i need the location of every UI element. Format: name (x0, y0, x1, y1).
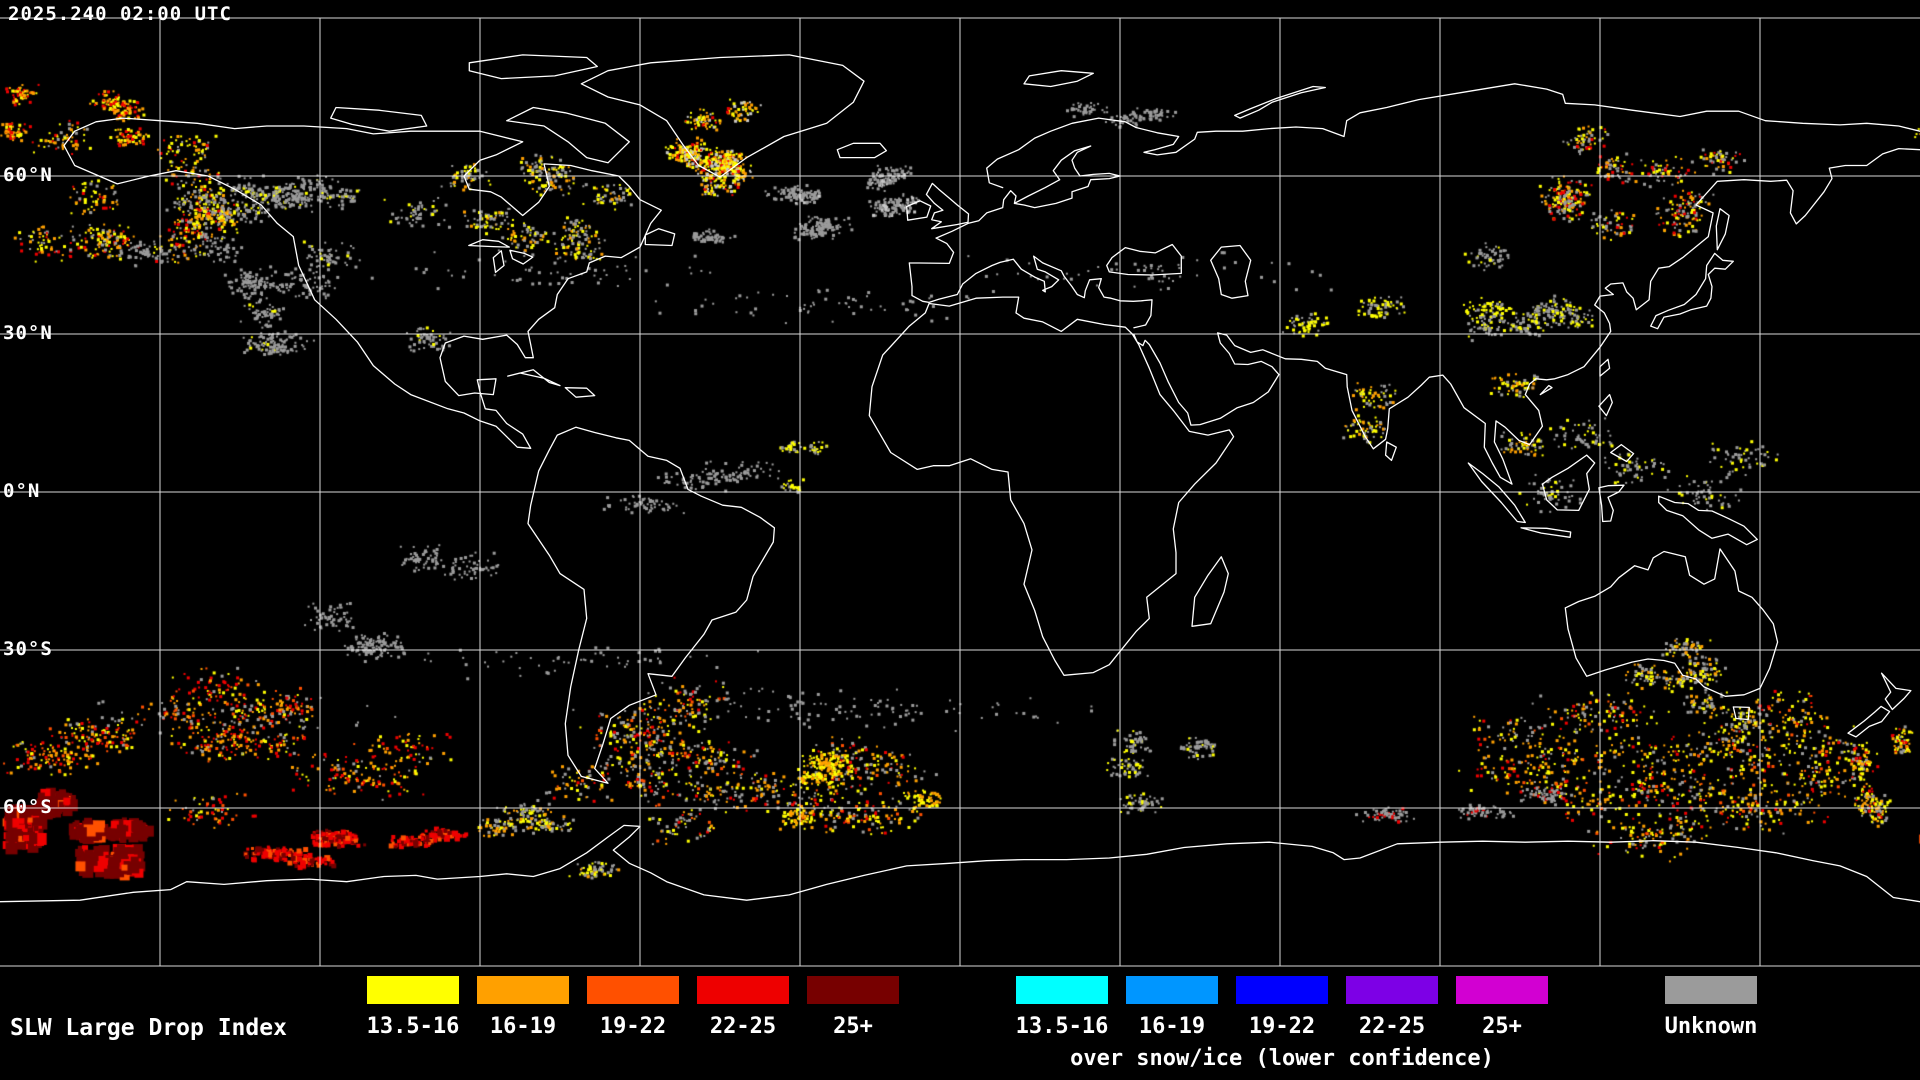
legend-range-warm-5: 25+ (833, 1014, 873, 1039)
legend-swatch-warm-4 (697, 976, 789, 1004)
legend-swatch-snowice-5 (1456, 976, 1548, 1004)
legend-range-snowice-5: 25+ (1482, 1014, 1522, 1039)
legend-range-snowice-2: 16-19 (1138, 1014, 1206, 1039)
latitude-label-0n: 0°N (3, 480, 41, 503)
legend-swatch-snowice-3 (1236, 976, 1328, 1004)
coastlines (0, 54, 1920, 903)
legend-range-snowice-3: 19-22 (1248, 1014, 1316, 1039)
grid-lines (0, 17, 1920, 967)
legend-swatch-warm-5 (807, 976, 899, 1004)
legend-swatch-warm-2 (477, 976, 569, 1004)
legend-swatch-snowice-4 (1346, 976, 1438, 1004)
legend-range-snowice-4: 22-25 (1358, 1014, 1426, 1039)
legend-swatch-warm-3 (587, 976, 679, 1004)
legend-swatch-unknown (1665, 976, 1757, 1004)
legend-snowice-caption: over snow/ice (lower confidence) (1070, 1046, 1494, 1071)
legend-range-warm-1: 13.5-16 (366, 1014, 460, 1039)
legend-range-warm-2: 16-19 (489, 1014, 557, 1039)
latitude-label-60s: 60°S (3, 796, 53, 819)
legend-swatch-warm-1 (367, 976, 459, 1004)
legend-swatch-snowice-2 (1126, 976, 1218, 1004)
legend-range-warm-3: 19-22 (599, 1014, 667, 1039)
timestamp: 2025.240 02:00 UTC (8, 3, 232, 25)
latitude-label-30n: 30°N (3, 322, 53, 345)
legend-swatch-snowice-1 (1016, 976, 1108, 1004)
latitude-label-30s: 30°S (3, 638, 53, 661)
latitude-label-60n: 60°N (3, 164, 53, 187)
legend-range-warm-4: 22-25 (709, 1014, 777, 1039)
legend-range-snowice-1: 13.5-16 (1015, 1014, 1109, 1039)
legend-range-unknown: Unknown (1664, 1014, 1758, 1039)
legend-title: SLW Large Drop Index (10, 1015, 287, 1041)
